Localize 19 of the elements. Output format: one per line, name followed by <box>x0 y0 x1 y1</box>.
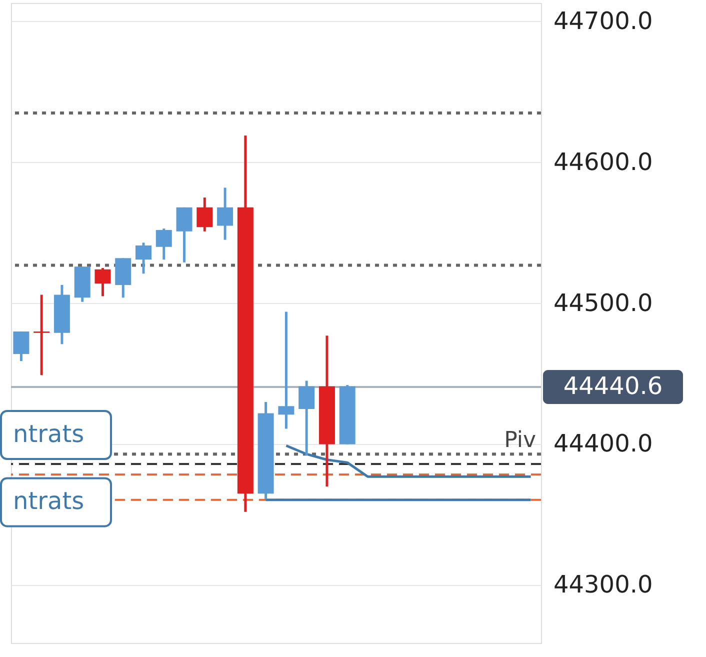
y-tick-label: 44300.0 <box>554 570 653 599</box>
candlestick <box>34 294 50 376</box>
y-tick-label: 44400.0 <box>554 430 653 458</box>
candlestick <box>298 380 315 457</box>
candlestick <box>94 266 111 298</box>
annotation: ntrats <box>13 487 84 516</box>
candlestick <box>156 227 172 261</box>
y-tick-label: 44500.0 <box>554 288 653 317</box>
annotation: ntrats <box>13 420 84 448</box>
candlestick <box>13 330 30 362</box>
y-tick-label: 44700.0 <box>554 6 653 35</box>
candlestick <box>278 310 294 430</box>
ref-line-label: 44440.6 <box>563 372 663 400</box>
y-tick-label: 44600.0 <box>554 148 653 176</box>
candlestick <box>176 206 192 264</box>
ref-line-label: Piv <box>504 428 536 454</box>
candlestick <box>217 186 234 242</box>
candlestick <box>136 241 152 275</box>
candlestick <box>196 196 213 233</box>
